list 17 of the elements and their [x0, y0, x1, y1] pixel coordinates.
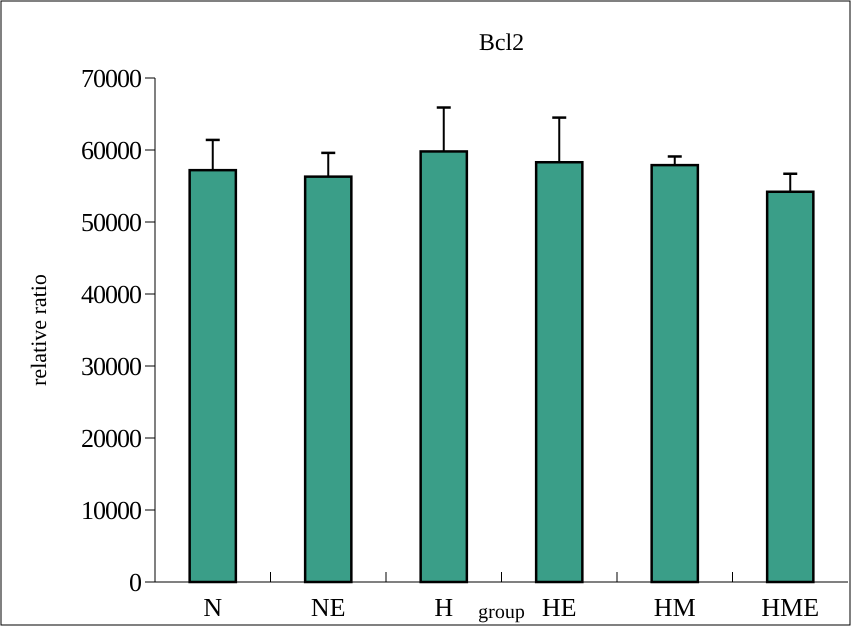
y-tick-label: 10000: [81, 496, 142, 526]
y-tick-label: 70000: [81, 64, 142, 94]
y-tick-label: 20000: [81, 424, 142, 454]
y-tick-label: 40000: [81, 280, 142, 310]
x-axis-title: group: [478, 601, 525, 623]
y-axis-title: relative ratio: [26, 274, 51, 386]
y-tick-label: 60000: [81, 136, 142, 166]
x-tick-label: HE: [542, 593, 577, 622]
x-tick-label: H: [434, 593, 454, 622]
x-tick-label: HM: [654, 593, 696, 622]
x-tick-label: HME: [761, 593, 820, 622]
y-tick-label: 0: [129, 568, 142, 598]
x-tick-label: NE: [310, 593, 346, 622]
x-tick-label: N: [203, 593, 222, 622]
y-tick-label: 50000: [81, 208, 142, 238]
y-tick-label: 30000: [81, 352, 142, 382]
chart-title: Bcl2: [478, 30, 524, 56]
